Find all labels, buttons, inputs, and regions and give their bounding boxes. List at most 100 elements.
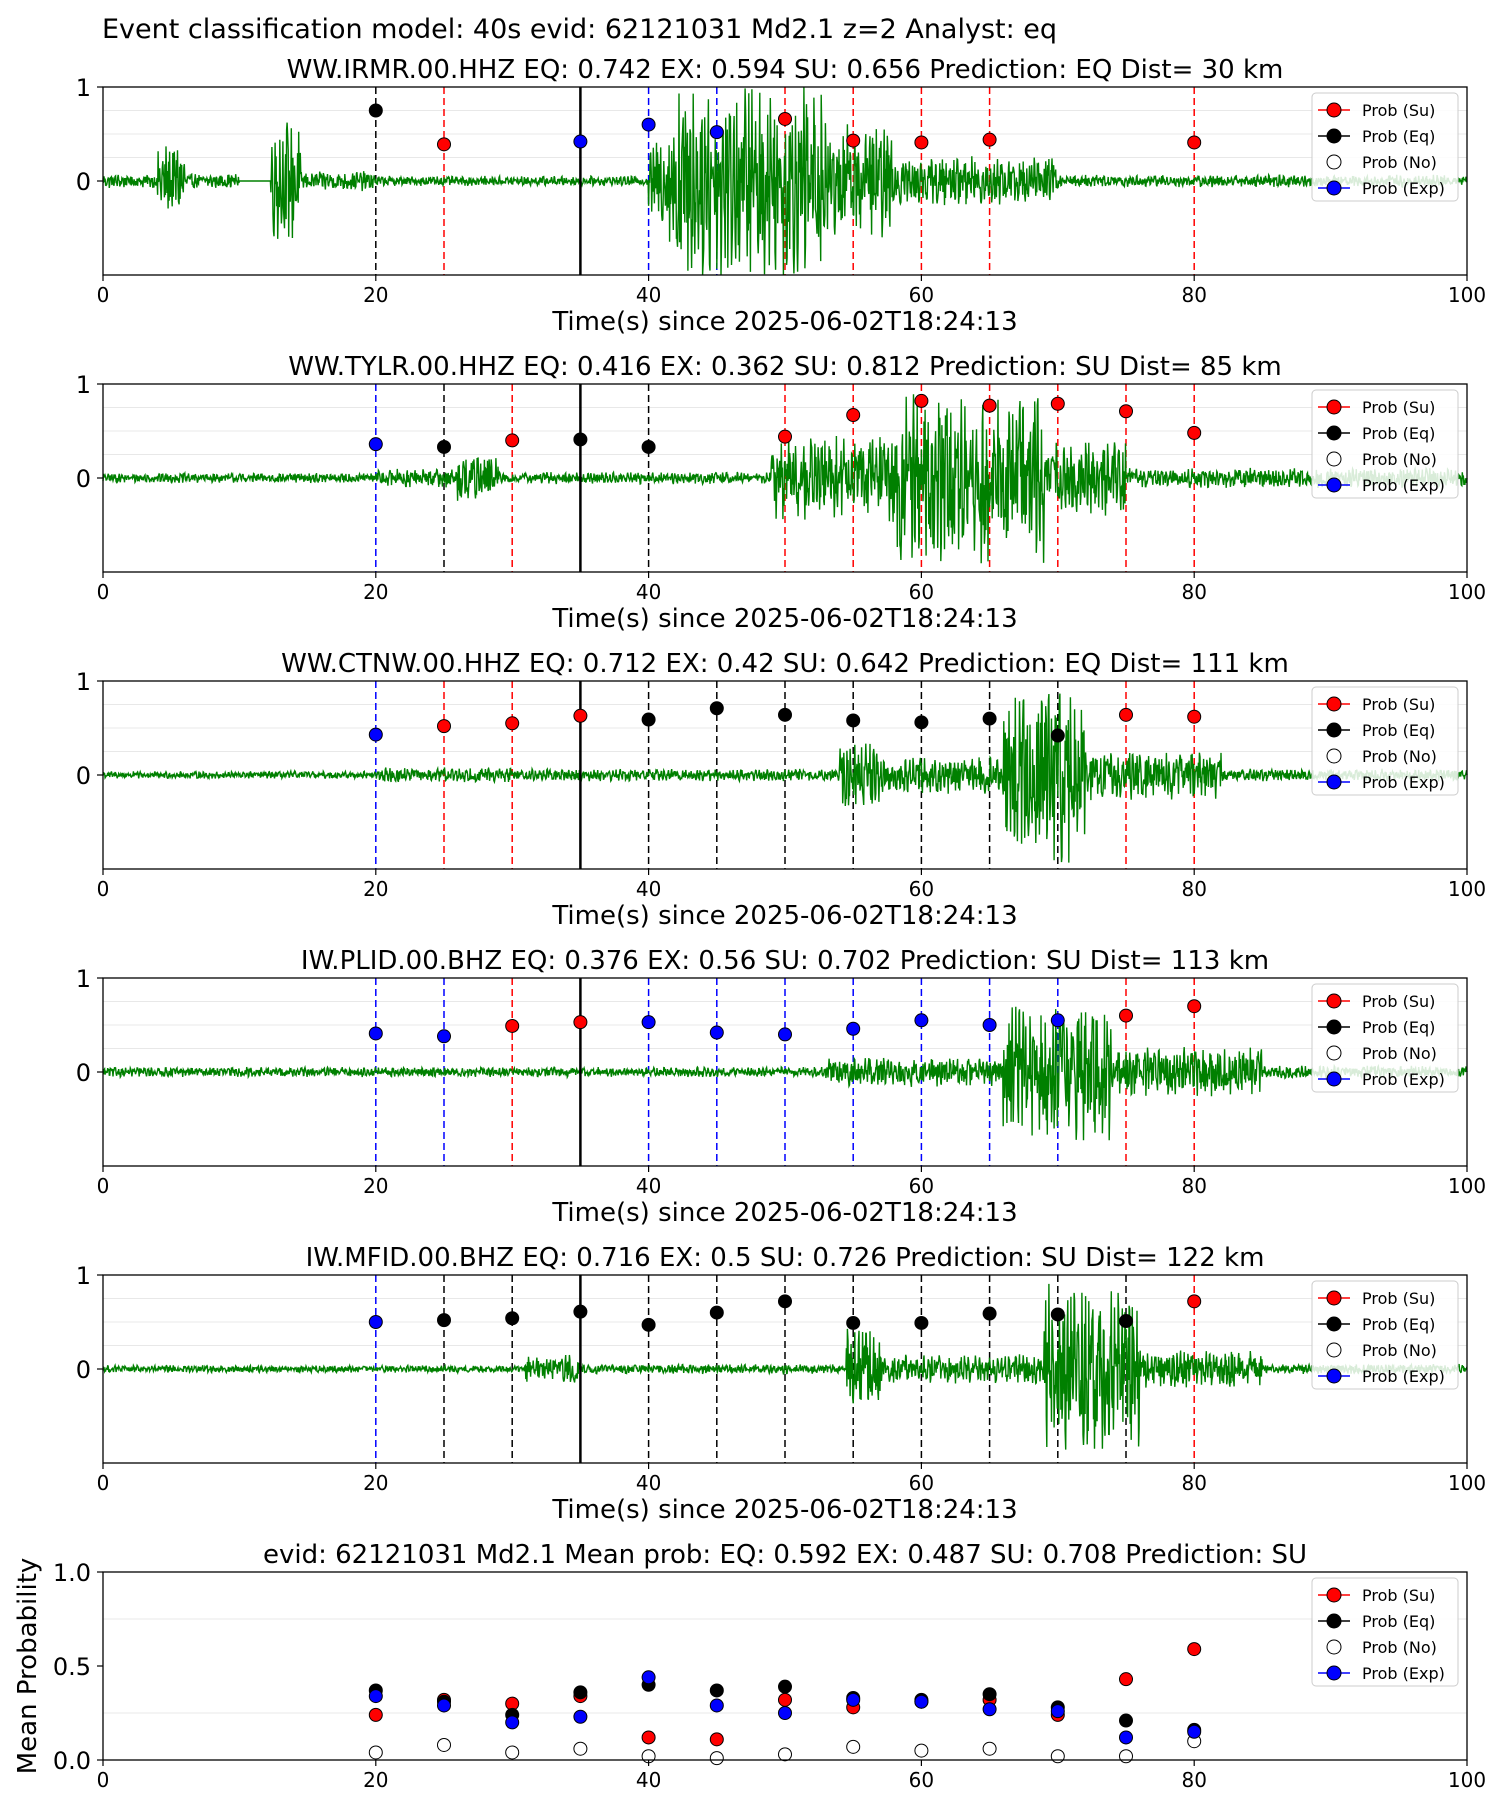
mean-point-exp-55 (846, 1692, 861, 1707)
x-tick-label: 100 (1448, 1768, 1486, 1792)
prob-point-eq-65 (982, 711, 997, 726)
waveform-trace (102, 394, 1468, 564)
prob-point-eq-60 (914, 715, 929, 730)
x-tick-label: 20 (363, 1768, 388, 1792)
x-tick-label: 60 (909, 1174, 934, 1198)
mean-point-exp-80 (1187, 1724, 1202, 1739)
prob-point-su-35 (573, 1015, 588, 1030)
panel-title: evid: 62121031 Md2.1 Mean prob: EQ: 0.59… (263, 1540, 1307, 1570)
x-tick-label: 40 (636, 580, 661, 604)
x-tick-label: 20 (363, 283, 388, 307)
mean-point-su-40 (641, 1730, 656, 1745)
y-tick-label: 0.0 (53, 1747, 91, 1775)
legend-label-exp: Prob (Exp) (1362, 1367, 1445, 1386)
legend-label-su: Prob (Su) (1362, 1289, 1435, 1308)
y-tick-label: 1 (76, 74, 91, 102)
prob-point-eq-70 (1050, 1307, 1065, 1322)
y-tick-label: 1 (76, 668, 91, 696)
legend-label-su: Prob (Su) (1362, 101, 1435, 120)
y-tick-label: 1 (76, 965, 91, 993)
mean-point-exp-40 (641, 1670, 656, 1685)
prob-point-eq-40 (641, 712, 656, 727)
x-tick-label: 0 (97, 1768, 110, 1792)
prob-point-exp-45 (709, 1025, 724, 1040)
x-tick-label: 40 (636, 283, 661, 307)
legend-marker-exp (1326, 774, 1342, 790)
x-tick-label: 80 (1181, 1174, 1206, 1198)
legend-marker-no (1326, 451, 1342, 467)
legend-marker-su (1326, 102, 1342, 118)
legend-label-exp: Prob (Exp) (1362, 773, 1445, 792)
panel-title: WW.IRMR.00.HHZ EQ: 0.742 EX: 0.594 SU: 0… (287, 55, 1284, 85)
legend-marker-eq (1326, 1316, 1342, 1332)
mean-point-no-30 (505, 1745, 520, 1760)
legend-label-no: Prob (No) (1362, 1341, 1437, 1360)
y-tick-label: 0 (76, 1356, 91, 1384)
prob-point-eq-70 (1050, 728, 1065, 743)
prob-point-su-55 (846, 408, 861, 423)
prob-point-exp-45 (709, 125, 724, 140)
y-tick-label: 1 (76, 371, 91, 399)
x-tick-label: 20 (363, 1471, 388, 1495)
prob-point-eq-75 (1119, 1314, 1133, 1329)
prob-point-exp-50 (778, 1027, 792, 1042)
y-tick-label: 0 (76, 1059, 91, 1087)
prob-point-eq-55 (846, 713, 861, 728)
mean-point-exp-70 (1050, 1704, 1065, 1719)
x-tick-label: 0 (97, 877, 110, 901)
x-axis-label: Time(s) since 2025-06-02T18:24:13 (551, 1495, 1017, 1525)
x-tick-label: 0 (97, 1471, 110, 1495)
legend-label-su: Prob (Su) (1362, 1586, 1435, 1605)
prob-point-eq-65 (982, 1306, 997, 1321)
legend-marker-su (1326, 993, 1342, 1009)
prob-point-eq-20 (368, 103, 383, 118)
legend-label-eq: Prob (Eq) (1362, 1018, 1435, 1037)
prob-point-su-30 (505, 716, 520, 731)
legend: Prob (Su) Prob (Eq) Prob (No) Prob (Exp) (1311, 1280, 1459, 1390)
mean-point-su-80 (1187, 1642, 1202, 1657)
x-tick-label: 60 (909, 1768, 934, 1792)
mean-point-no-75 (1119, 1749, 1133, 1764)
legend-box (1311, 1577, 1459, 1687)
prob-point-exp-60 (914, 1013, 929, 1028)
prob-point-exp-25 (437, 1029, 451, 1044)
legend-marker-eq (1326, 425, 1342, 441)
legend-label-exp: Prob (Exp) (1362, 1664, 1445, 1683)
legend-marker-no (1326, 1045, 1342, 1061)
prob-point-su-25 (437, 719, 451, 734)
legend-marker-exp (1326, 477, 1342, 493)
x-tick-label: 0 (97, 1174, 110, 1198)
x-tick-label: 60 (909, 1471, 934, 1495)
waveform-trace (102, 1283, 1468, 1450)
prob-point-eq-30 (505, 1311, 520, 1326)
mean-point-exp-50 (778, 1706, 792, 1720)
legend-label-su: Prob (Su) (1362, 992, 1435, 1011)
mean-point-exp-30 (505, 1715, 520, 1730)
mean-point-exp-25 (437, 1698, 451, 1713)
mean-point-eq-35 (573, 1685, 588, 1700)
chart-panel-1: WW.IRMR.00.HHZ EQ: 0.742 EX: 0.594 SU: 0… (76, 55, 1486, 337)
mean-point-su-20 (368, 1707, 383, 1722)
legend-marker-eq (1326, 1019, 1342, 1035)
prob-point-su-55 (846, 133, 861, 148)
prob-point-eq-25 (437, 439, 451, 454)
mean-point-exp-75 (1119, 1730, 1133, 1745)
prob-point-su-75 (1119, 1008, 1133, 1023)
mean-point-no-25 (437, 1737, 451, 1752)
x-axis-label: Time(s) since 2025-06-02T18:24:13 (551, 604, 1017, 634)
legend-label-exp: Prob (Exp) (1362, 1070, 1445, 1089)
legend-marker-no (1326, 1639, 1342, 1655)
prob-point-exp-40 (641, 1015, 656, 1030)
legend-label-no: Prob (No) (1362, 1638, 1437, 1657)
prob-point-exp-65 (982, 1018, 997, 1032)
chart-panel-2: WW.TYLR.00.HHZ EQ: 0.416 EX: 0.362 SU: 0… (76, 352, 1486, 634)
y-tick-label: 0 (76, 762, 91, 790)
legend-label-eq: Prob (Eq) (1362, 424, 1435, 443)
legend-label-su: Prob (Su) (1362, 398, 1435, 417)
legend-box (1311, 92, 1459, 202)
x-tick-label: 80 (1181, 1471, 1206, 1495)
legend-marker-exp (1326, 1071, 1342, 1087)
plot-frame (102, 1571, 1468, 1761)
prob-point-eq-50 (778, 707, 792, 722)
